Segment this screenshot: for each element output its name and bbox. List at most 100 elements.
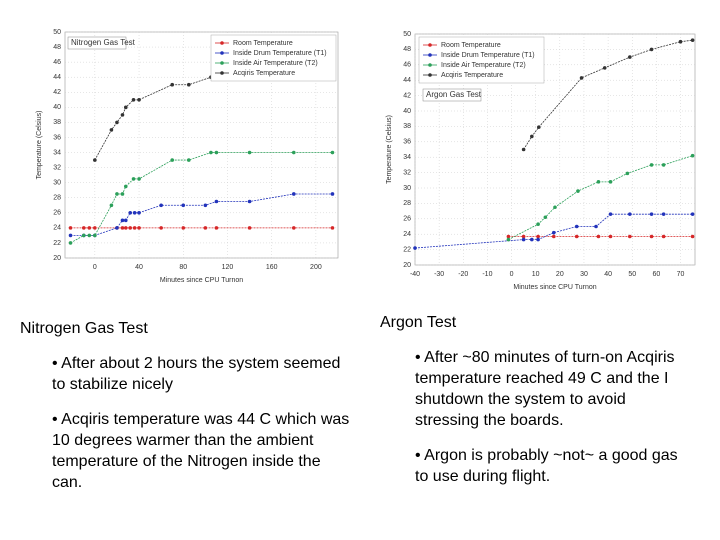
y-tick-label: 24 <box>403 231 411 238</box>
data-point <box>413 246 417 250</box>
data-point <box>81 226 86 230</box>
data-point <box>132 211 137 215</box>
y-tick-label: 46 <box>403 62 411 69</box>
data-point <box>115 226 119 230</box>
y-tick-label: 36 <box>403 139 411 146</box>
data-point <box>214 226 219 230</box>
legend-marker <box>428 53 432 57</box>
data-point <box>649 47 654 52</box>
y-tick-label: 22 <box>53 240 61 247</box>
data-point <box>291 192 296 196</box>
y-tick-label: 30 <box>403 185 411 192</box>
series-line <box>94 76 333 161</box>
data-point <box>690 153 695 158</box>
data-point <box>625 171 630 176</box>
data-point <box>123 105 128 110</box>
plot-area <box>414 33 696 266</box>
y-tick-label: 22 <box>403 246 411 253</box>
data-point <box>661 212 666 216</box>
data-point <box>649 212 654 216</box>
data-point <box>574 224 579 229</box>
data-point <box>123 184 128 189</box>
data-point <box>330 226 335 230</box>
x-tick-label: 20 <box>556 271 564 278</box>
y-tick-label: 50 <box>53 29 61 36</box>
data-point <box>536 222 540 226</box>
data-point <box>93 158 97 162</box>
data-point <box>690 234 695 239</box>
data-point <box>521 147 526 152</box>
data-point <box>214 150 219 155</box>
x-axis-label: Minutes since CPU Turnon <box>160 277 243 284</box>
x-tick-label: 60 <box>652 271 660 278</box>
legend-marker <box>428 73 432 77</box>
legend-box <box>418 36 545 84</box>
x-tick-label: 50 <box>628 271 636 278</box>
y-tick-label: 26 <box>403 216 411 223</box>
legend-marker <box>220 71 224 75</box>
y-tick-label: 40 <box>53 104 61 111</box>
x-tick-label: 40 <box>604 271 612 278</box>
y-tick-label: 38 <box>403 123 411 130</box>
data-point <box>628 234 632 239</box>
y-tick-label: 26 <box>53 210 61 217</box>
data-point <box>137 226 141 230</box>
data-point <box>115 192 119 196</box>
data-point <box>68 226 73 230</box>
y-tick-label: 42 <box>403 92 411 99</box>
data-point <box>594 224 598 229</box>
data-point <box>68 241 73 245</box>
legend-label: Inside Air Temperature (T2) <box>233 60 318 67</box>
annotation: Nitrogen Gas Test <box>71 38 136 47</box>
x-tick-label: 30 <box>580 271 588 278</box>
data-point <box>115 120 119 125</box>
x-tick-label: 70 <box>677 271 685 278</box>
data-point <box>137 98 141 102</box>
y-tick-label: 32 <box>403 169 411 176</box>
data-point <box>291 150 296 155</box>
y-tick-label: 20 <box>53 255 61 262</box>
annotation: Argon Gas Test <box>426 90 482 99</box>
data-point <box>506 237 511 242</box>
data-point <box>330 192 335 196</box>
data-point <box>137 211 141 215</box>
data-point <box>131 177 136 181</box>
data-point <box>530 134 534 139</box>
y-tick-label: 40 <box>403 108 411 115</box>
data-point <box>203 226 208 230</box>
y-tick-label: 28 <box>53 195 61 202</box>
y-tick-label: 50 <box>403 31 411 38</box>
data-point <box>68 233 73 238</box>
data-point <box>530 237 534 242</box>
data-point <box>574 234 579 239</box>
data-point <box>120 226 125 230</box>
data-point <box>690 38 695 42</box>
legend-marker <box>220 51 224 55</box>
data-point <box>596 180 601 184</box>
data-point <box>132 226 137 230</box>
data-point <box>128 211 133 215</box>
x-tick-label: 0 <box>93 264 97 271</box>
data-point <box>602 66 607 70</box>
x-tick-label: 40 <box>135 264 143 271</box>
data-point <box>537 125 541 129</box>
y-tick-label: 38 <box>53 119 61 126</box>
legend-label: Acqiris Temperature <box>441 72 503 79</box>
legend-label: Inside Drum Temperature (T1) <box>441 52 535 59</box>
data-point <box>543 215 548 220</box>
data-point <box>628 212 632 216</box>
bullet: • After ~80 minutes of turn-on Acqiris t… <box>415 349 675 429</box>
y-tick-label: 42 <box>53 89 61 96</box>
data-point <box>81 233 86 238</box>
data-point <box>608 180 613 184</box>
legend-label: Inside Drum Temperature (T1) <box>233 50 327 57</box>
data-point <box>214 199 219 204</box>
x-tick-label: 0 <box>510 271 514 278</box>
data-point <box>209 150 213 155</box>
data-point <box>87 233 92 238</box>
x-axis-label: Minutes since CPU Turnon <box>513 284 596 291</box>
legend-label: Inside Air Temperature (T2) <box>441 62 526 69</box>
data-point <box>170 158 175 162</box>
y-tick-label: 32 <box>53 164 61 171</box>
